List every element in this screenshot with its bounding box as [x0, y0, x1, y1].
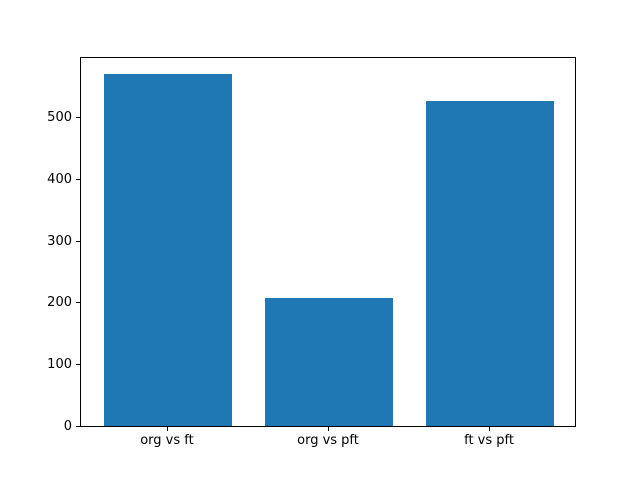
y-tick-mark [76, 302, 80, 304]
x-tick-label: org vs ft [140, 433, 194, 448]
y-tick-label: 200 [47, 295, 72, 311]
bar-org-vs-ft [103, 73, 233, 426]
x-tick-label: ft vs pft [464, 433, 514, 448]
y-tick-mark [76, 240, 80, 242]
y-tick-label: 500 [47, 109, 72, 125]
x-tick-mark [489, 427, 491, 431]
y-tick-label: 400 [47, 171, 72, 187]
x-tick-label: org vs pft [297, 433, 359, 448]
y-tick-label: 300 [47, 233, 72, 249]
x-tick-mark [328, 427, 329, 431]
y-tick-label: 100 [47, 357, 72, 373]
y-tick-mark [76, 426, 80, 427]
y-tick-mark [76, 116, 80, 118]
bar-org-vs-pft [264, 298, 394, 426]
y-tick-mark [76, 364, 80, 366]
plot-area [80, 57, 576, 427]
y-tick-label: 0 [63, 419, 72, 434]
y-tick-mark [76, 178, 80, 180]
bar-ft-vs-pft [425, 100, 555, 426]
x-tick-mark [166, 427, 168, 431]
